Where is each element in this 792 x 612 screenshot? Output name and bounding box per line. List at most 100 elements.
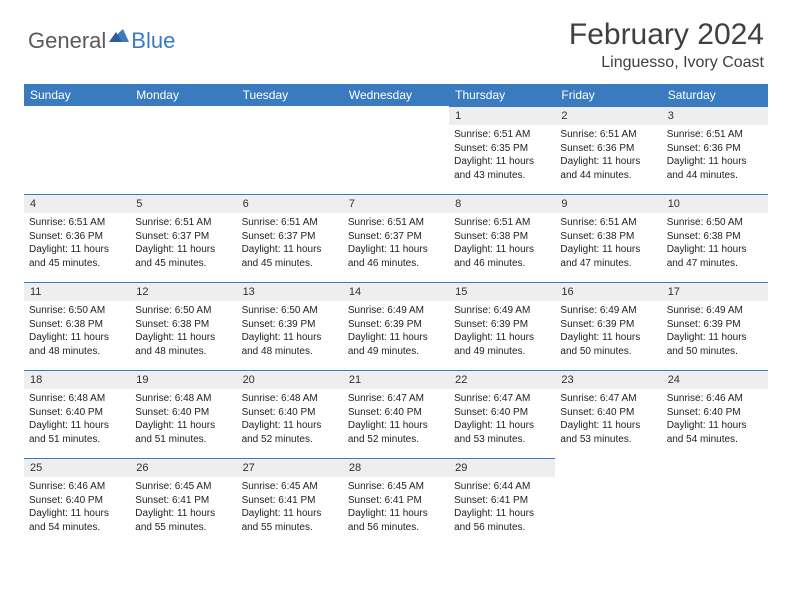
calendar-day-cell: 28Sunrise: 6:45 AMSunset: 6:41 PMDayligh… bbox=[343, 458, 449, 546]
day-number: 24 bbox=[662, 370, 768, 389]
logo-triangle-icon bbox=[109, 26, 129, 42]
day-number: 29 bbox=[449, 458, 555, 477]
weekday-header: Saturday bbox=[662, 84, 768, 106]
calendar-week-row: 11Sunrise: 6:50 AMSunset: 6:38 PMDayligh… bbox=[24, 282, 768, 370]
calendar-day-cell: 13Sunrise: 6:50 AMSunset: 6:39 PMDayligh… bbox=[237, 282, 343, 370]
day-number: 15 bbox=[449, 282, 555, 301]
calendar-empty-cell bbox=[130, 106, 236, 194]
day-number: 18 bbox=[24, 370, 130, 389]
day-details: Sunrise: 6:51 AMSunset: 6:38 PMDaylight:… bbox=[449, 213, 555, 276]
title-block: February 2024 Linguesso, Ivory Coast bbox=[569, 18, 764, 72]
day-number: 26 bbox=[130, 458, 236, 477]
calendar-day-cell: 20Sunrise: 6:48 AMSunset: 6:40 PMDayligh… bbox=[237, 370, 343, 458]
day-details: Sunrise: 6:51 AMSunset: 6:37 PMDaylight:… bbox=[130, 213, 236, 276]
calendar-day-cell: 10Sunrise: 6:50 AMSunset: 6:38 PMDayligh… bbox=[662, 194, 768, 282]
logo-text-general: General bbox=[28, 28, 106, 54]
calendar-week-row: 25Sunrise: 6:46 AMSunset: 6:40 PMDayligh… bbox=[24, 458, 768, 546]
calendar-day-cell: 18Sunrise: 6:48 AMSunset: 6:40 PMDayligh… bbox=[24, 370, 130, 458]
calendar-day-cell: 6Sunrise: 6:51 AMSunset: 6:37 PMDaylight… bbox=[237, 194, 343, 282]
day-number: 23 bbox=[555, 370, 661, 389]
day-number: 3 bbox=[662, 106, 768, 125]
calendar-day-cell: 25Sunrise: 6:46 AMSunset: 6:40 PMDayligh… bbox=[24, 458, 130, 546]
weekday-header: Monday bbox=[130, 84, 236, 106]
day-number: 27 bbox=[237, 458, 343, 477]
day-details: Sunrise: 6:51 AMSunset: 6:36 PMDaylight:… bbox=[662, 125, 768, 188]
day-details: Sunrise: 6:51 AMSunset: 6:35 PMDaylight:… bbox=[449, 125, 555, 188]
day-details: Sunrise: 6:49 AMSunset: 6:39 PMDaylight:… bbox=[343, 301, 449, 364]
weekday-header: Thursday bbox=[449, 84, 555, 106]
calendar-day-cell: 19Sunrise: 6:48 AMSunset: 6:40 PMDayligh… bbox=[130, 370, 236, 458]
day-details: Sunrise: 6:49 AMSunset: 6:39 PMDaylight:… bbox=[662, 301, 768, 364]
calendar-day-cell: 7Sunrise: 6:51 AMSunset: 6:37 PMDaylight… bbox=[343, 194, 449, 282]
calendar-day-cell: 21Sunrise: 6:47 AMSunset: 6:40 PMDayligh… bbox=[343, 370, 449, 458]
calendar-week-row: 1Sunrise: 6:51 AMSunset: 6:35 PMDaylight… bbox=[24, 106, 768, 194]
day-details: Sunrise: 6:47 AMSunset: 6:40 PMDaylight:… bbox=[449, 389, 555, 452]
day-number: 7 bbox=[343, 194, 449, 213]
day-details: Sunrise: 6:51 AMSunset: 6:36 PMDaylight:… bbox=[555, 125, 661, 188]
weekday-header: Tuesday bbox=[237, 84, 343, 106]
calendar-day-cell: 9Sunrise: 6:51 AMSunset: 6:38 PMDaylight… bbox=[555, 194, 661, 282]
calendar-week-row: 18Sunrise: 6:48 AMSunset: 6:40 PMDayligh… bbox=[24, 370, 768, 458]
day-number: 22 bbox=[449, 370, 555, 389]
day-details: Sunrise: 6:50 AMSunset: 6:38 PMDaylight:… bbox=[130, 301, 236, 364]
day-number: 2 bbox=[555, 106, 661, 125]
location-label: Linguesso, Ivory Coast bbox=[569, 54, 764, 72]
day-number: 19 bbox=[130, 370, 236, 389]
day-number: 12 bbox=[130, 282, 236, 301]
day-number: 10 bbox=[662, 194, 768, 213]
day-details: Sunrise: 6:46 AMSunset: 6:40 PMDaylight:… bbox=[662, 389, 768, 452]
day-details: Sunrise: 6:51 AMSunset: 6:37 PMDaylight:… bbox=[343, 213, 449, 276]
day-details: Sunrise: 6:49 AMSunset: 6:39 PMDaylight:… bbox=[449, 301, 555, 364]
calendar-week-row: 4Sunrise: 6:51 AMSunset: 6:36 PMDaylight… bbox=[24, 194, 768, 282]
header: General Blue February 2024 Linguesso, Iv… bbox=[0, 0, 792, 72]
day-number: 5 bbox=[130, 194, 236, 213]
day-number: 1 bbox=[449, 106, 555, 125]
day-details: Sunrise: 6:50 AMSunset: 6:39 PMDaylight:… bbox=[237, 301, 343, 364]
day-number: 21 bbox=[343, 370, 449, 389]
logo: General Blue bbox=[28, 18, 175, 54]
day-number: 8 bbox=[449, 194, 555, 213]
day-number: 6 bbox=[237, 194, 343, 213]
calendar-table: SundayMondayTuesdayWednesdayThursdayFrid… bbox=[24, 84, 768, 546]
calendar-day-cell: 4Sunrise: 6:51 AMSunset: 6:36 PMDaylight… bbox=[24, 194, 130, 282]
day-details: Sunrise: 6:47 AMSunset: 6:40 PMDaylight:… bbox=[555, 389, 661, 452]
calendar-day-cell: 15Sunrise: 6:49 AMSunset: 6:39 PMDayligh… bbox=[449, 282, 555, 370]
calendar-day-cell: 12Sunrise: 6:50 AMSunset: 6:38 PMDayligh… bbox=[130, 282, 236, 370]
day-details: Sunrise: 6:51 AMSunset: 6:36 PMDaylight:… bbox=[24, 213, 130, 276]
weekday-header: Friday bbox=[555, 84, 661, 106]
calendar-day-cell: 23Sunrise: 6:47 AMSunset: 6:40 PMDayligh… bbox=[555, 370, 661, 458]
calendar-day-cell: 11Sunrise: 6:50 AMSunset: 6:38 PMDayligh… bbox=[24, 282, 130, 370]
day-number: 28 bbox=[343, 458, 449, 477]
day-number: 25 bbox=[24, 458, 130, 477]
calendar-empty-cell bbox=[24, 106, 130, 194]
calendar-empty-cell bbox=[343, 106, 449, 194]
day-details: Sunrise: 6:48 AMSunset: 6:40 PMDaylight:… bbox=[24, 389, 130, 452]
day-details: Sunrise: 6:45 AMSunset: 6:41 PMDaylight:… bbox=[343, 477, 449, 540]
calendar-day-cell: 1Sunrise: 6:51 AMSunset: 6:35 PMDaylight… bbox=[449, 106, 555, 194]
calendar-empty-cell bbox=[662, 458, 768, 546]
day-details: Sunrise: 6:46 AMSunset: 6:40 PMDaylight:… bbox=[24, 477, 130, 540]
day-number: 20 bbox=[237, 370, 343, 389]
weekday-header: Wednesday bbox=[343, 84, 449, 106]
calendar-day-cell: 3Sunrise: 6:51 AMSunset: 6:36 PMDaylight… bbox=[662, 106, 768, 194]
calendar-day-cell: 27Sunrise: 6:45 AMSunset: 6:41 PMDayligh… bbox=[237, 458, 343, 546]
calendar-empty-cell bbox=[237, 106, 343, 194]
page-title: February 2024 bbox=[569, 18, 764, 52]
calendar-empty-cell bbox=[555, 458, 661, 546]
day-details: Sunrise: 6:50 AMSunset: 6:38 PMDaylight:… bbox=[662, 213, 768, 276]
day-details: Sunrise: 6:47 AMSunset: 6:40 PMDaylight:… bbox=[343, 389, 449, 452]
day-number: 9 bbox=[555, 194, 661, 213]
calendar-day-cell: 2Sunrise: 6:51 AMSunset: 6:36 PMDaylight… bbox=[555, 106, 661, 194]
calendar-header-row: SundayMondayTuesdayWednesdayThursdayFrid… bbox=[24, 84, 768, 106]
day-number: 11 bbox=[24, 282, 130, 301]
day-number: 16 bbox=[555, 282, 661, 301]
day-details: Sunrise: 6:48 AMSunset: 6:40 PMDaylight:… bbox=[130, 389, 236, 452]
logo-text-blue: Blue bbox=[131, 28, 175, 54]
day-number: 17 bbox=[662, 282, 768, 301]
calendar-day-cell: 8Sunrise: 6:51 AMSunset: 6:38 PMDaylight… bbox=[449, 194, 555, 282]
day-number: 4 bbox=[24, 194, 130, 213]
day-details: Sunrise: 6:45 AMSunset: 6:41 PMDaylight:… bbox=[237, 477, 343, 540]
day-details: Sunrise: 6:51 AMSunset: 6:38 PMDaylight:… bbox=[555, 213, 661, 276]
day-details: Sunrise: 6:45 AMSunset: 6:41 PMDaylight:… bbox=[130, 477, 236, 540]
day-details: Sunrise: 6:48 AMSunset: 6:40 PMDaylight:… bbox=[237, 389, 343, 452]
